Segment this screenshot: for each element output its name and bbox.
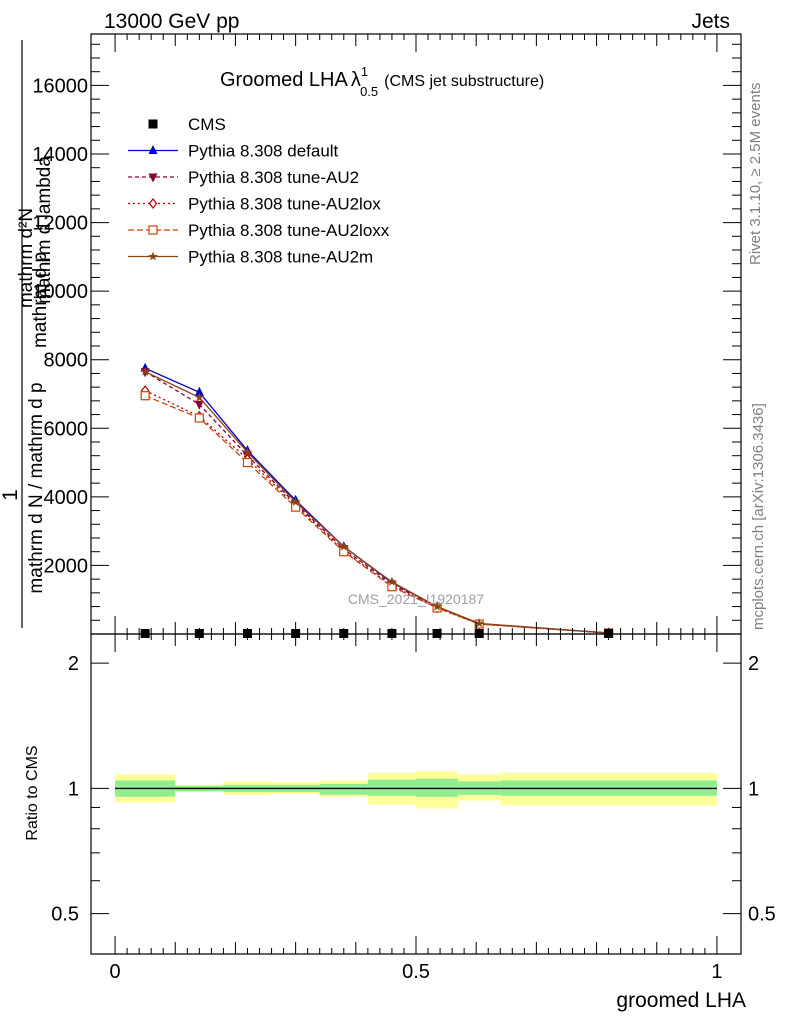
main-series-layer [140,362,614,639]
ratio-y-tick-label: 2 [68,653,79,675]
series-point [194,400,204,410]
ratio-uncertainty-bands [115,771,717,809]
process-label: Jets [691,10,730,33]
ratio-y-axis-label: Ratio to CMS [24,745,41,840]
series-point [194,413,204,423]
chart-title-text: Groomed LHA [220,69,348,91]
chart-title: Groomed LHA λ1 0.5 (CMS jet substructure) [220,64,544,99]
series-point [339,541,349,551]
y-tick-label: 10000 [32,281,88,303]
legend-marker [148,119,158,129]
legend-entry: Pythia 8.308 tune-AU2loxx [128,221,390,240]
chart-title-symbol: λ [351,69,361,91]
x-tick-label: 0 [110,961,121,983]
mcplots-credit-label: mcplots.cern.ch [arXiv:1306.3436] [750,403,767,630]
chart-title-sub: 0.5 [360,84,378,99]
energy-label: 13000 GeV pp [104,10,239,33]
legend-marker [148,145,158,154]
legend-label: Pythia 8.308 tune-AU2lox [188,195,381,214]
series-line [144,390,609,634]
rivet-version-label: Rivet 3.1.10, ≥ 2.5M events [747,83,764,266]
series-point [242,457,253,468]
series-point [194,386,204,396]
legend-entry: CMS [148,115,226,134]
main-panel: 2000 4000 6000 8000 10000 12000 14000 16000 Gro… [0,33,742,639]
x-tick-label: 1 [711,961,722,983]
legend-marker [148,251,158,261]
legend-marker [148,198,158,209]
ratio-y-tick-label: 0.5 [51,904,79,926]
ylabel-line-3: mathrm d lambda [34,156,55,304]
series-point [242,447,253,457]
ylabel-denominator: mathrm d N / mathrm d p [26,382,47,593]
y-tick-label: 6000 [44,418,89,440]
legend-entry: Pythia 8.308 tune-AU2m [128,248,373,267]
analysis-watermark: CMS_2021_I1920187 [348,591,484,607]
legend-marker [148,173,158,183]
series-point [290,497,301,507]
y-tick-label: 2000 [44,555,89,577]
chart-title-sup: 1 [361,64,368,79]
legend-marker [148,225,158,235]
ratio-band-inner [319,783,368,795]
legend-label: Pythia 8.308 tune-AU2 [188,168,359,187]
y-tick-label: 16000 [32,75,88,97]
ylabel-numerator: 1 [0,489,22,501]
legend-entry: Pythia 8.308 tune-AU2 [128,168,359,187]
legend: CMS Pythia 8.308 default Pythia 8.308 tune… [128,115,390,267]
series-point [140,391,150,401]
series-point [140,366,150,376]
y-tick-label: 8000 [44,350,89,372]
series-point [432,601,442,611]
ratio-y-tick-label-right: 0.5 [748,904,776,926]
ratio-y-tick-label-right: 2 [748,653,759,675]
series-point [387,576,397,586]
chart-subtitle: (CMS jet substructure) [384,73,544,90]
ratio-band-inner [367,779,416,796]
x-tick-label: 0.5 [402,961,430,983]
legend-label: Pythia 8.308 default [188,142,339,161]
ratio-y-tick-label-right: 1 [748,778,759,800]
ratio-axis-ticks: 0.5 0.5 1 1 2 2 0 0.5 1 [51,634,776,983]
legend-label: Pythia 8.308 tune-AU2loxx [188,221,390,240]
legend-entry: Pythia 8.308 default [128,142,339,161]
x-axis-label: groomed LHA [616,989,746,1012]
y-tick-label: 4000 [44,487,89,509]
y-tick-label: 14000 [32,144,88,166]
legend-entry: Pythia 8.308 tune-AU2lox [128,195,381,214]
ratio-y-tick-label: 1 [68,778,79,800]
main-axis-ticks: 2000 4000 6000 8000 10000 12000 14000 16000 [32,34,741,634]
legend-label: Pythia 8.308 tune-AU2m [188,248,373,267]
main-y-axis-label: mathrm d²N mathrm d p mathrm d lambda 1 … [0,40,55,628]
legend-label: CMS [188,115,226,134]
ylabel-line-2: mathrm d p [30,252,51,348]
y-tick-label: 12000 [32,213,88,235]
ylabel-line-1: mathrm d²N [16,208,37,308]
series-point [194,392,205,402]
ratio-panel: 0.5 0.5 1 1 2 2 0 0.5 1 Ratio to CMS groomed LHA [24,633,776,1012]
series-point [474,618,484,628]
